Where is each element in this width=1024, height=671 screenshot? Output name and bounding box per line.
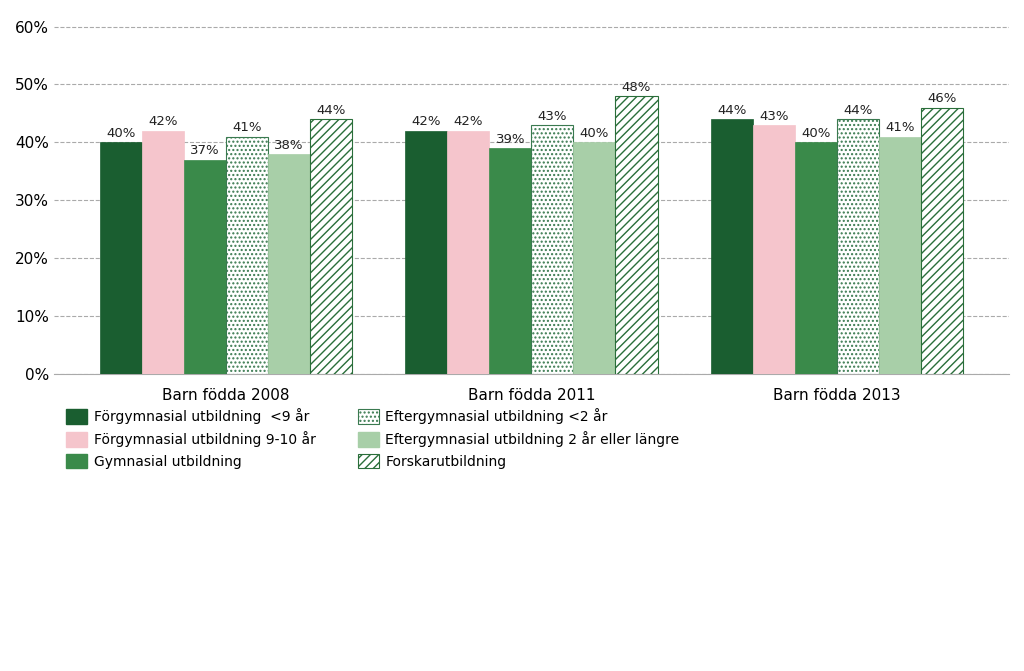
Text: 42%: 42% — [412, 115, 441, 128]
Text: 40%: 40% — [106, 127, 135, 140]
Text: 44%: 44% — [316, 104, 345, 117]
Legend: Förgymnasial utbildning  <9 år, Förgymnasial utbildning 9-10 år, Gymnasial utbil: Förgymnasial utbildning <9 år, Förgymnas… — [60, 403, 685, 474]
Text: 44%: 44% — [844, 104, 872, 117]
Text: 41%: 41% — [232, 121, 261, 134]
Text: 41%: 41% — [886, 121, 914, 134]
Text: 46%: 46% — [928, 93, 956, 105]
Bar — [615, 96, 657, 374]
Bar — [489, 148, 531, 374]
Text: 42%: 42% — [148, 115, 177, 128]
Bar — [141, 131, 183, 374]
Bar — [711, 119, 753, 374]
Text: 37%: 37% — [190, 144, 219, 157]
Text: 43%: 43% — [538, 109, 567, 123]
Bar — [99, 142, 141, 374]
Bar — [573, 142, 615, 374]
Bar — [183, 160, 225, 374]
Text: 40%: 40% — [802, 127, 830, 140]
Bar — [406, 131, 447, 374]
Text: 48%: 48% — [622, 81, 651, 94]
Bar — [795, 142, 837, 374]
Text: 44%: 44% — [718, 104, 746, 117]
Bar — [922, 107, 964, 374]
Bar — [447, 131, 489, 374]
Text: 39%: 39% — [496, 133, 525, 146]
Bar — [225, 136, 268, 374]
Text: 42%: 42% — [454, 115, 483, 128]
Bar — [268, 154, 310, 374]
Text: 38%: 38% — [274, 138, 303, 152]
Bar — [310, 119, 352, 374]
Text: 43%: 43% — [759, 109, 788, 123]
Bar — [753, 125, 795, 374]
Bar — [879, 136, 922, 374]
Bar — [531, 125, 573, 374]
Bar — [837, 119, 879, 374]
Text: 40%: 40% — [580, 127, 609, 140]
